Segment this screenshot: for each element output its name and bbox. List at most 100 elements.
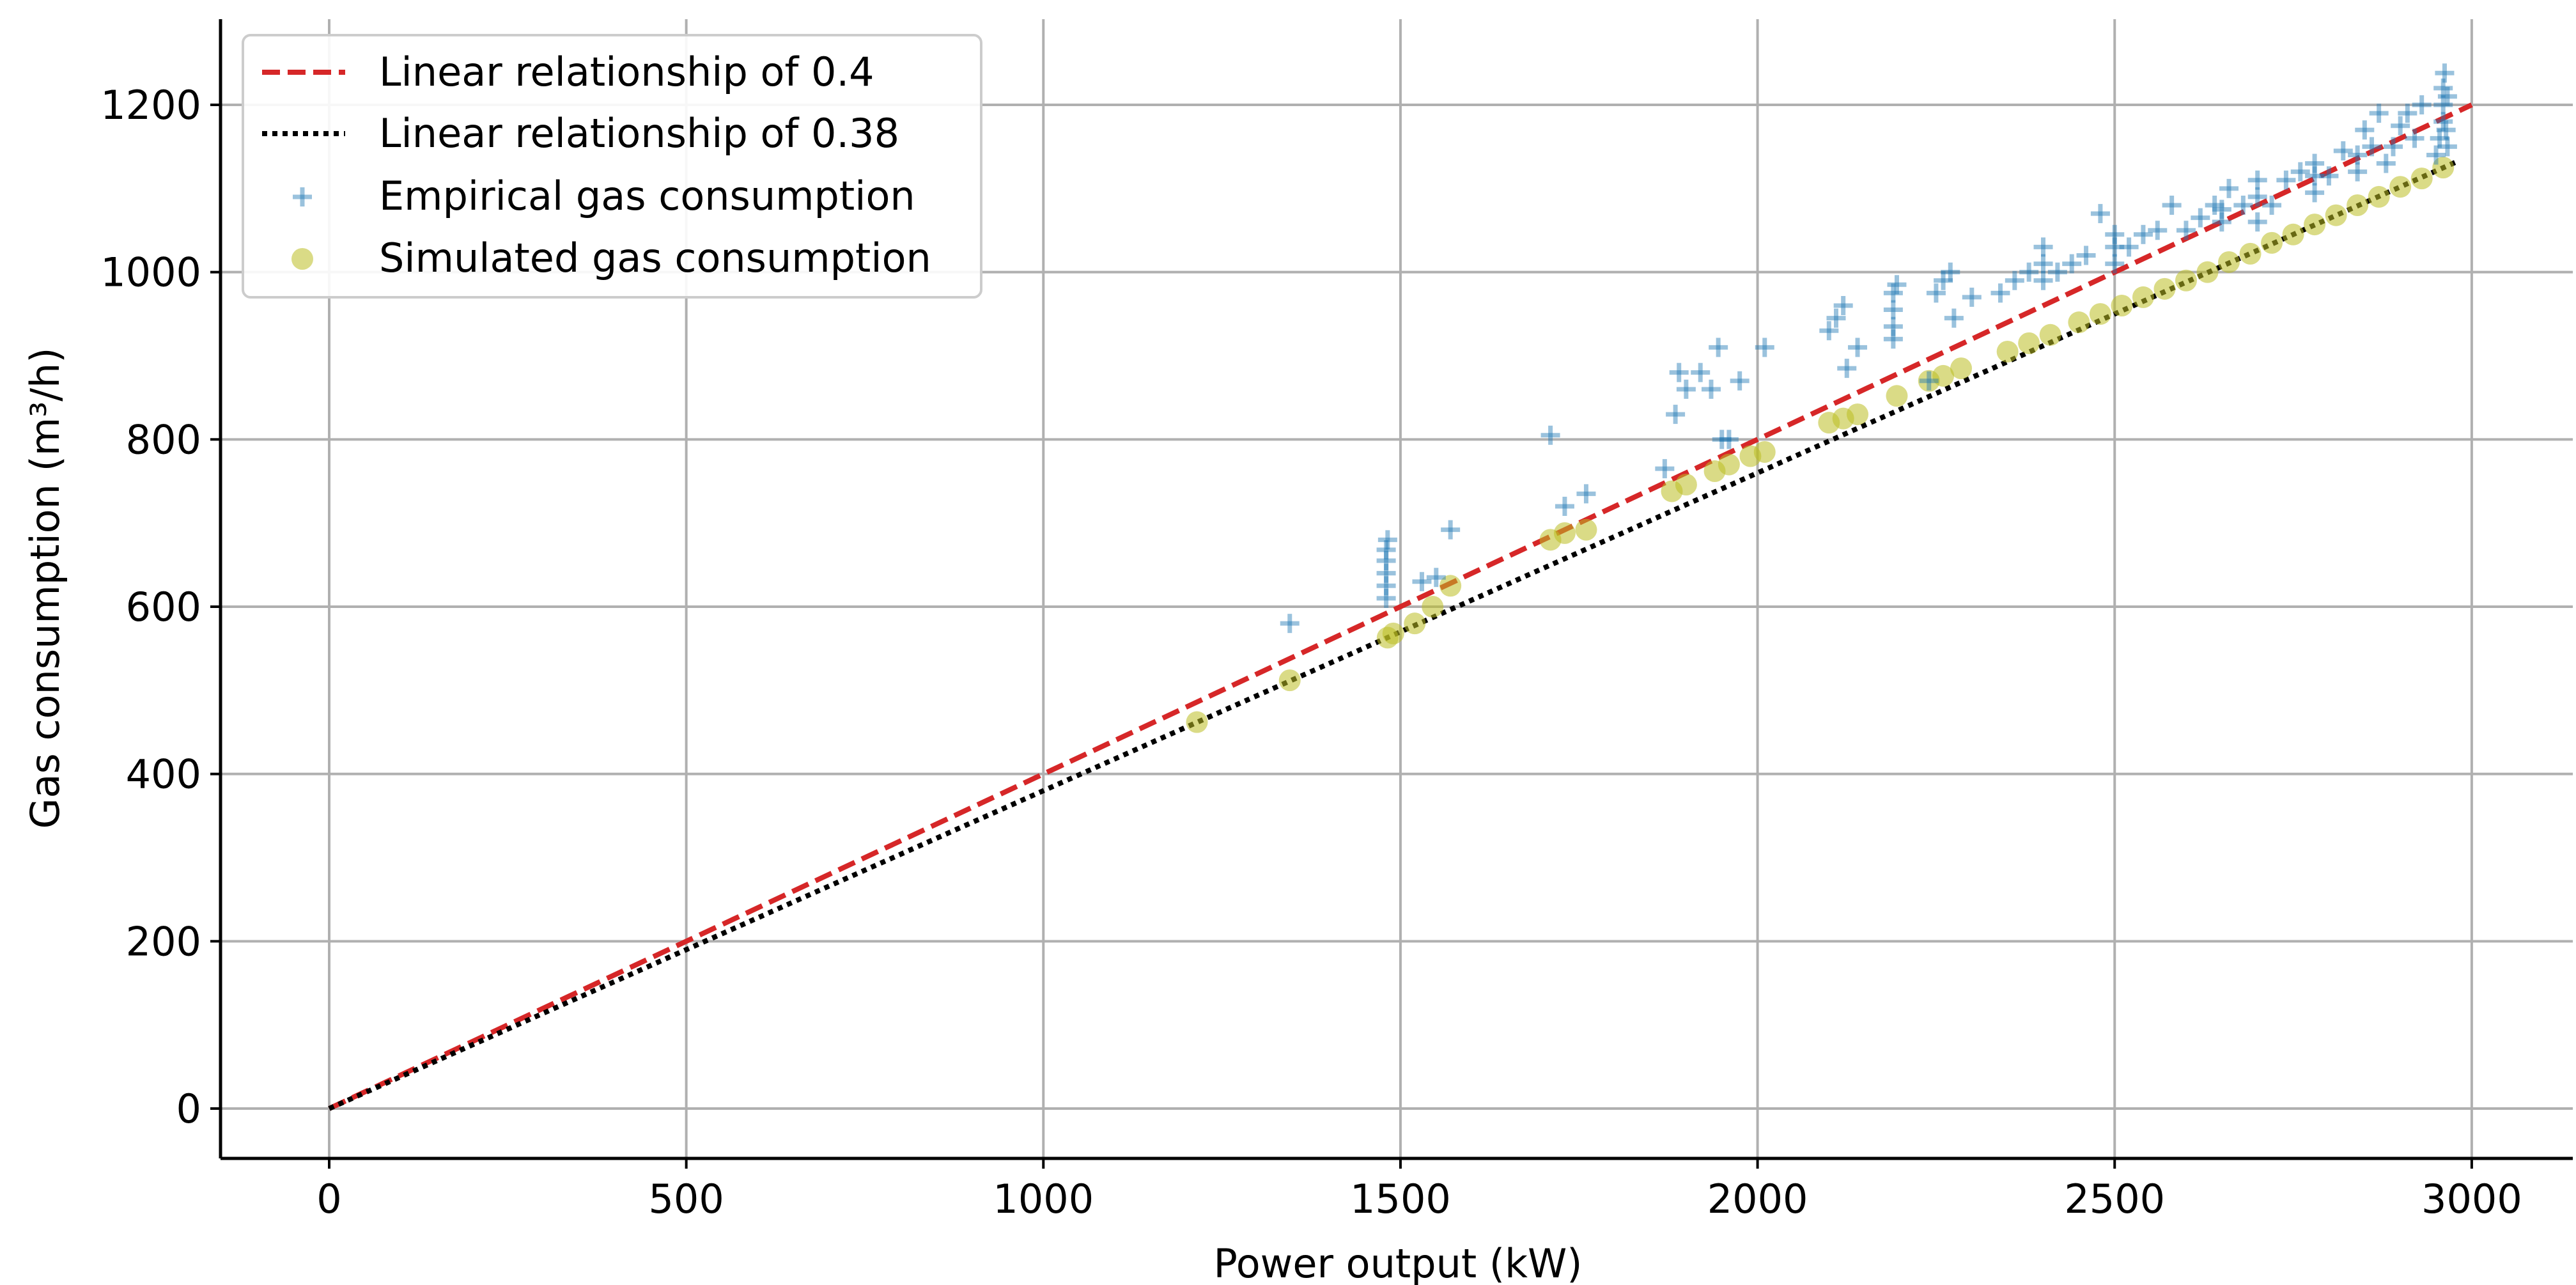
simulated-point [2068,311,2090,334]
empirical-point [1376,588,1396,608]
simulated-point [1950,357,1973,380]
line-0.4 [328,102,2473,1111]
empirical-point [2348,162,2368,182]
empirical-point [2076,245,2096,265]
empirical-point [1883,329,1903,349]
empirical-point [2119,237,2139,257]
empirical-point [2205,196,2224,215]
y-axis-ticks: 0 200 400 600 800 1000 1200 [100,82,221,1132]
empirical-point [1934,270,1953,290]
simulated-point [1718,453,1740,476]
empirical-point [1941,262,1960,282]
empirical-point [1883,300,1903,320]
simulated-point [1404,612,1426,635]
simulated-point [2410,167,2433,190]
x-tick-label: 1000 [993,1176,1094,1222]
simulated-point [1996,340,2019,362]
simulated-point [2261,231,2283,254]
x-tick-label: 3000 [2421,1176,2522,1222]
empirical-point [1426,568,1446,588]
empirical-point [2437,86,2457,106]
y-axis-label: Gas consumption (m³/h) [22,348,68,829]
empirical-point [1990,283,2010,303]
empirical-point [1376,540,1396,560]
empirical-point [2305,153,2325,173]
simulated-point [1422,596,1444,618]
empirical-point [2105,254,2125,274]
empirical-point [1666,405,1686,424]
empirical-point [1441,520,1461,540]
x-tick-label: 2500 [2064,1176,2165,1222]
empirical-point [2247,170,2267,190]
simulated-point [2218,251,2240,273]
empirical-point [1944,308,1964,328]
simulated-point [2132,286,2154,308]
reference-lines [328,102,2473,1111]
empirical-point [2437,137,2457,157]
empirical-point [2033,270,2053,290]
empirical-point [1676,379,1696,399]
empirical-point [2033,237,2053,257]
simulated-point [2089,303,2111,325]
simulated-point [1553,522,1576,544]
legend-marker-circle [291,248,313,270]
empirical-point [2133,224,2153,244]
empirical-point [2148,221,2168,240]
empirical-point [1376,563,1396,583]
empirical-point [2219,178,2239,198]
empirical-point [1709,338,1728,357]
empirical-point [1962,287,1982,307]
empirical-point [1719,430,1739,449]
simulated-point [1932,364,1955,387]
empirical-point [2433,95,2453,115]
empirical-point [1730,371,1750,391]
empirical-point [1883,283,1903,303]
y-tick-label: 200 [126,918,201,965]
empirical-point [2176,221,2196,240]
empirical-point [2005,270,2024,290]
empirical-point [2247,187,2267,206]
x-tick-label: 2000 [1707,1176,1808,1222]
legend-marker-plus [293,187,312,206]
legend-label: Simulated gas consumption [379,235,931,281]
empirical-point [2290,162,2310,182]
empirical-point [1280,614,1300,634]
empirical-point [1376,551,1396,571]
simulated-point [2111,295,2133,317]
empirical-point [2376,153,2396,173]
empirical-point [1833,296,1853,316]
empirical-point [2433,112,2453,132]
empirical-point [2162,196,2182,215]
empirical-point [2398,104,2417,123]
empirical-point [2435,63,2455,83]
empirical-point [2019,262,2039,282]
empirical-point [2262,196,2282,215]
empirical-point [2333,141,2353,160]
legend-frame [242,34,982,299]
empirical-point [2247,212,2267,232]
simulated-point [1186,711,1208,733]
empirical-point [2090,204,2110,224]
empirical-point [1819,321,1839,341]
empirical-point [2305,183,2325,203]
scatter-points [1186,63,2457,733]
empirical-point [1887,275,1907,295]
simulated-point [1675,473,1697,495]
empirical-point [1919,371,1939,391]
simulated-point [1439,575,1462,597]
simulated-point [2196,261,2219,283]
simulated-point [1847,403,1869,426]
empirical-point [2105,237,2125,257]
simulated-point [2175,269,2197,292]
x-axis-label: Power output (kW) [1214,1240,1583,1285]
empirical-point [2405,128,2425,148]
simulated-point [1886,385,1908,407]
y-tick-label: 1000 [100,249,201,296]
simulated-point [2018,332,2040,354]
empirical-point [1691,362,1711,382]
empirical-point [1540,425,1560,445]
empirical-point [2033,254,2053,274]
empirical-point [1755,338,1774,357]
empirical-point [2105,224,2125,244]
